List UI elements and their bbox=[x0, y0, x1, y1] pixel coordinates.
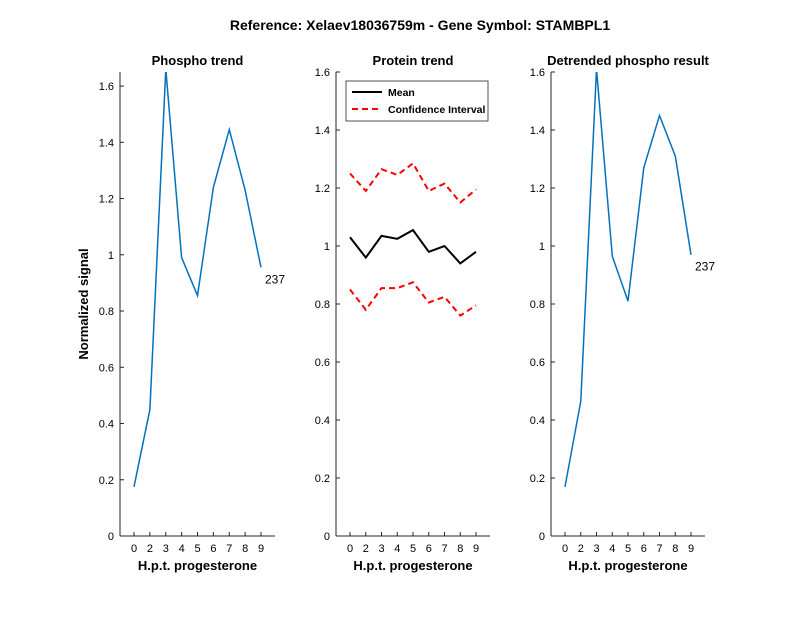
y-tick-label: 0.6 bbox=[530, 357, 545, 369]
legend-box bbox=[345, 80, 489, 122]
y-tick-label: 0.4 bbox=[315, 415, 330, 427]
y-tick-label: 1.6 bbox=[315, 67, 330, 79]
x-tick-label: 9 bbox=[473, 543, 479, 555]
x-tick-label: 2 bbox=[363, 543, 369, 555]
y-tick-label: 1.2 bbox=[530, 183, 545, 195]
x-tick-label: 4 bbox=[609, 543, 615, 555]
chart-panel-1: 00.20.40.60.811.21.41.60 2 3 4 5 6 7 8 9Phospho … bbox=[76, 53, 285, 573]
chart-panels: 00.20.40.60.811.21.41.60 2 3 4 5 6 7 8 9Phospho … bbox=[76, 53, 715, 573]
x-tick-label: 9 bbox=[258, 543, 264, 555]
x-tick-label: 3 bbox=[163, 543, 169, 555]
y-axis-label: Normalized signal bbox=[76, 248, 91, 359]
x-tick-label: 7 bbox=[441, 543, 447, 555]
y-tick-label: 0.8 bbox=[315, 299, 330, 311]
y-tick-label: 0 bbox=[108, 531, 114, 543]
x-tick-label: 5 bbox=[194, 543, 200, 555]
x-tick-label: 0 bbox=[131, 543, 137, 555]
x-tick-label: 7 bbox=[226, 543, 232, 555]
x-tick-label: 6 bbox=[426, 543, 432, 555]
y-tick-label: 0.4 bbox=[99, 419, 114, 431]
x-axis-label: H.p.t. progesterone bbox=[138, 558, 257, 573]
y-tick-label: 0 bbox=[324, 531, 330, 543]
y-tick-label: 1 bbox=[108, 250, 114, 262]
y-tick-label: 1.2 bbox=[315, 183, 330, 195]
x-tick-label: 5 bbox=[410, 543, 416, 555]
panel-title: Phospho trend bbox=[152, 53, 244, 68]
x-tick-label: 8 bbox=[457, 543, 463, 555]
y-tick-label: 0.6 bbox=[315, 357, 330, 369]
y-tick-label: 0.2 bbox=[99, 475, 114, 487]
series-line-series-1 bbox=[133, 72, 262, 487]
end-point-annotation: 237 bbox=[265, 272, 285, 286]
x-tick-label: 7 bbox=[656, 543, 662, 555]
x-tick-label: 5 bbox=[625, 543, 631, 555]
series-line-mean bbox=[349, 228, 477, 265]
x-tick-label: 2 bbox=[578, 543, 584, 555]
y-tick-label: 1 bbox=[324, 241, 330, 253]
panel-title: Detrended phospho result bbox=[547, 53, 709, 68]
series-line-series-1 bbox=[564, 72, 692, 487]
series-line-confidence-interval bbox=[349, 161, 477, 204]
end-point-annotation: 237 bbox=[695, 260, 715, 274]
x-tick-label: 4 bbox=[394, 543, 400, 555]
y-tick-label: 1.2 bbox=[99, 194, 114, 206]
x-tick-label: 2 bbox=[147, 543, 153, 555]
chart-panel-3: 00.20.40.60.811.21.41.60 2 3 4 5 6 7 8 9Detrende… bbox=[530, 53, 716, 573]
panel-title: Protein trend bbox=[373, 53, 454, 68]
chart-panel-2: 00.20.40.60.811.21.41.60 2 3 4 5 6 7 8 9Protein … bbox=[315, 53, 490, 573]
x-axis-label: H.p.t. progesterone bbox=[353, 558, 472, 573]
x-tick-label: 3 bbox=[378, 543, 384, 555]
y-tick-label: 1 bbox=[539, 241, 545, 253]
y-tick-label: 0.8 bbox=[530, 299, 545, 311]
y-tick-label: 0.6 bbox=[99, 362, 114, 374]
x-tick-label: 8 bbox=[672, 543, 678, 555]
series-line-series-3 bbox=[349, 281, 477, 317]
legend-entry-label: Mean bbox=[388, 87, 415, 99]
y-tick-label: 0.4 bbox=[530, 415, 545, 427]
y-tick-label: 1.6 bbox=[530, 67, 545, 79]
y-tick-label: 1.6 bbox=[99, 81, 114, 93]
y-tick-label: 1.4 bbox=[530, 125, 545, 137]
y-tick-label: 0.2 bbox=[530, 473, 545, 485]
y-tick-label: 1.4 bbox=[315, 125, 330, 137]
figure-title: Reference: Xelaev18036759m - Gene Symbol… bbox=[230, 17, 610, 33]
y-tick-label: 1.4 bbox=[99, 137, 114, 149]
x-tick-label: 0 bbox=[562, 543, 568, 555]
x-tick-label: 6 bbox=[641, 543, 647, 555]
y-tick-label: 0.2 bbox=[315, 473, 330, 485]
x-tick-label: 8 bbox=[242, 543, 248, 555]
legend-entry-label: Confidence Interval bbox=[388, 104, 486, 116]
x-tick-label: 6 bbox=[210, 543, 216, 555]
y-tick-label: 0.8 bbox=[99, 306, 114, 318]
x-axis-label: H.p.t. progesterone bbox=[568, 558, 687, 573]
y-tick-label: 0 bbox=[539, 531, 545, 543]
x-tick-label: 4 bbox=[179, 543, 185, 555]
x-tick-label: 0 bbox=[347, 543, 353, 555]
x-tick-label: 9 bbox=[688, 543, 694, 555]
x-tick-label: 3 bbox=[593, 543, 599, 555]
